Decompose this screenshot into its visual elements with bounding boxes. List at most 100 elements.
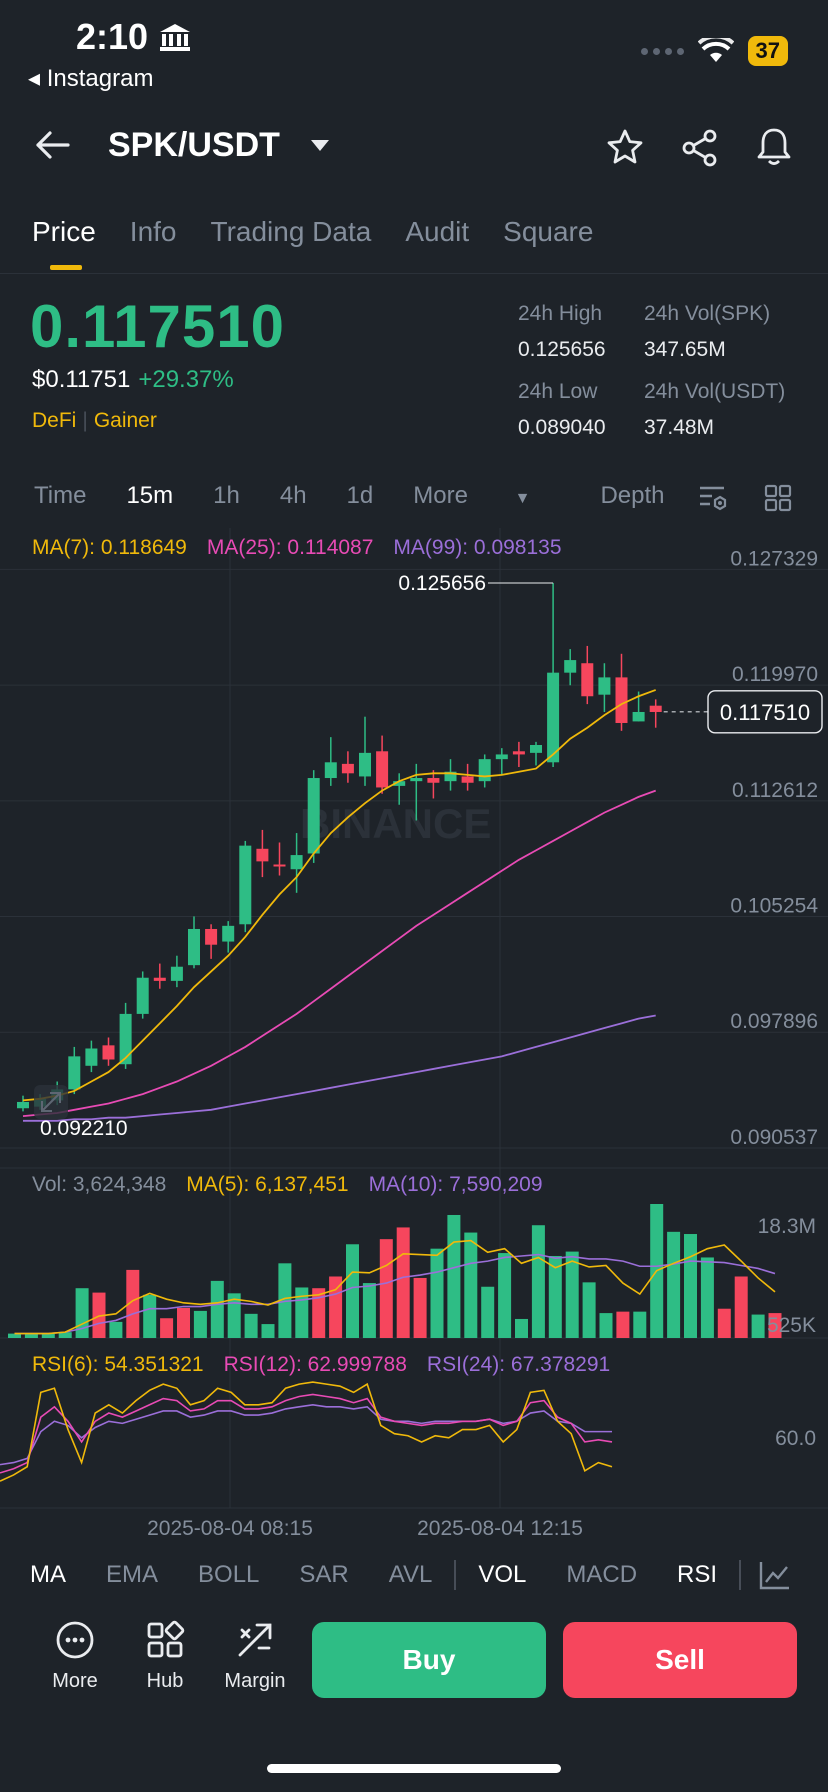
candle-body: [290, 855, 303, 870]
candle-body: [376, 751, 389, 788]
margin-button[interactable]: Margin: [224, 1620, 286, 1693]
wifi-icon: [697, 38, 734, 62]
volume-bar: [531, 1225, 545, 1338]
kline-chart[interactable]: BINANCE 0.127329 0.119970 0.112612 0.105254…: [0, 0, 828, 1540]
candle-body: [222, 925, 235, 942]
rsi12-legend: RSI(12): 62.999788: [223, 1353, 407, 1376]
last-price: 0.117510: [30, 293, 285, 360]
hub-button[interactable]: Hub: [134, 1620, 196, 1693]
volume-bar: [582, 1282, 596, 1338]
vol-ma5-legend: MA(5): 6,137,451: [186, 1173, 349, 1196]
caret-down-icon[interactable]: [309, 138, 331, 154]
candle-body: [632, 711, 645, 722]
interval-4h[interactable]: 4h: [279, 482, 307, 509]
tab-audit[interactable]: Audit: [405, 216, 470, 247]
indicator-chart-icon[interactable]: [759, 1560, 791, 1590]
volume-bar: [244, 1313, 258, 1338]
interval-depth[interactable]: Depth: [600, 482, 665, 509]
interval-1d[interactable]: 1d: [346, 482, 374, 509]
interval-more-label: More: [413, 482, 468, 509]
buy-button[interactable]: Buy: [312, 1622, 546, 1698]
share-icon[interactable]: [680, 128, 720, 168]
hub-icon: [147, 1620, 185, 1658]
ind-vol[interactable]: VOL: [478, 1561, 527, 1588]
home-indicator[interactable]: [267, 1764, 561, 1773]
candle-body: [393, 781, 406, 786]
candle-body: [68, 1056, 81, 1090]
tag-defi[interactable]: DeFi: [32, 409, 77, 432]
star-icon[interactable]: [606, 128, 644, 166]
interval-1h[interactable]: 1h: [213, 482, 240, 509]
margin-label: Margin: [224, 1670, 286, 1692]
candle-body: [461, 776, 474, 783]
usd-price-row: $0.11751 +29.37%: [32, 366, 234, 394]
ind-avl[interactable]: AVL: [388, 1561, 433, 1588]
ind-ma[interactable]: MA: [30, 1561, 66, 1588]
margin-icon: [238, 1623, 272, 1657]
ind-sar[interactable]: SAR: [299, 1561, 349, 1588]
ind-boll[interactable]: BOLL: [198, 1561, 260, 1588]
pair-title: SPK/USDT: [108, 126, 280, 164]
candle-body: [136, 977, 149, 1014]
candle-body: [410, 778, 423, 782]
interval-15m[interactable]: 15m: [126, 482, 174, 509]
status-indicators: 37: [640, 36, 788, 66]
ind-ema[interactable]: EMA: [106, 1561, 159, 1588]
volume-bar: [599, 1313, 613, 1338]
tab-square[interactable]: Square: [503, 216, 594, 247]
more-dots-icon: [56, 1621, 94, 1659]
candle-body: [341, 763, 354, 774]
volume-bar: [700, 1257, 714, 1338]
chart-settings-icon[interactable]: [698, 484, 728, 512]
bell-icon[interactable]: [754, 126, 794, 168]
candle-body: [102, 1045, 115, 1060]
tab-trading-data[interactable]: Trading Data: [210, 216, 372, 247]
vol-usdt-label: 24h Vol(USDT): [644, 380, 786, 403]
status-time: 2:10: [76, 16, 149, 57]
volume-bar: [498, 1253, 512, 1338]
price-tick: 0.119970: [732, 663, 818, 686]
high-value: 0.125656: [518, 338, 606, 361]
grid-layout-icon[interactable]: [764, 484, 792, 512]
volume-bar: [633, 1311, 647, 1338]
chart-grid: [0, 528, 828, 1509]
candles: [17, 583, 662, 1112]
volume-bar: [362, 1283, 376, 1338]
candle-body: [359, 752, 371, 777]
ind-macd[interactable]: MACD: [566, 1561, 638, 1588]
ma99-legend: MA(99): 0.098135: [393, 536, 562, 559]
tab-info[interactable]: Info: [129, 216, 177, 247]
more-button[interactable]: More: [44, 1620, 106, 1693]
volume-bar: [413, 1277, 427, 1338]
tab-price[interactable]: Price: [32, 216, 96, 270]
ind-rsi[interactable]: RSI: [677, 1561, 718, 1588]
back-arrow-icon[interactable]: [34, 130, 70, 160]
interval-more[interactable]: More ▼: [413, 482, 570, 510]
price-tick: 0.097896: [730, 1010, 818, 1033]
indicator-bar: MA EMA BOLL SAR AVL VOL MACD RSI: [30, 1560, 791, 1590]
high-marker: 0.125656: [398, 572, 486, 595]
volume-bar: [8, 1333, 21, 1338]
tag-gainer[interactable]: Gainer: [93, 409, 157, 432]
sell-button[interactable]: Sell: [563, 1622, 797, 1698]
volume-bar: [396, 1227, 410, 1338]
usd-price: $0.11751: [32, 366, 131, 393]
candle-body: [495, 754, 508, 760]
volume-tick: 18.3M: [758, 1215, 816, 1238]
candle-body: [239, 845, 252, 925]
candle-body: [119, 1013, 132, 1065]
pair-selector[interactable]: SPK/USDT: [108, 126, 280, 165]
candle-body: [153, 977, 166, 981]
volume-bar: [109, 1321, 123, 1338]
candle-body: [444, 771, 457, 782]
expand-icon-glyph: [41, 1092, 61, 1112]
tab-bar: Price Info Trading Data Audit Square: [32, 216, 594, 270]
ticker-stats: 24h High 24h Vol(SPK) 0.125656 347.65M 2…: [518, 302, 814, 440]
more-caret-icon: ▼: [514, 490, 531, 507]
volume-bar: [734, 1276, 748, 1338]
ma-lines: [22, 689, 657, 1122]
back-to-app[interactable]: ◂ Instagram: [28, 65, 154, 92]
interval-time[interactable]: Time: [34, 482, 87, 509]
candle-body: [649, 705, 662, 712]
volume-bar: [312, 1288, 326, 1338]
